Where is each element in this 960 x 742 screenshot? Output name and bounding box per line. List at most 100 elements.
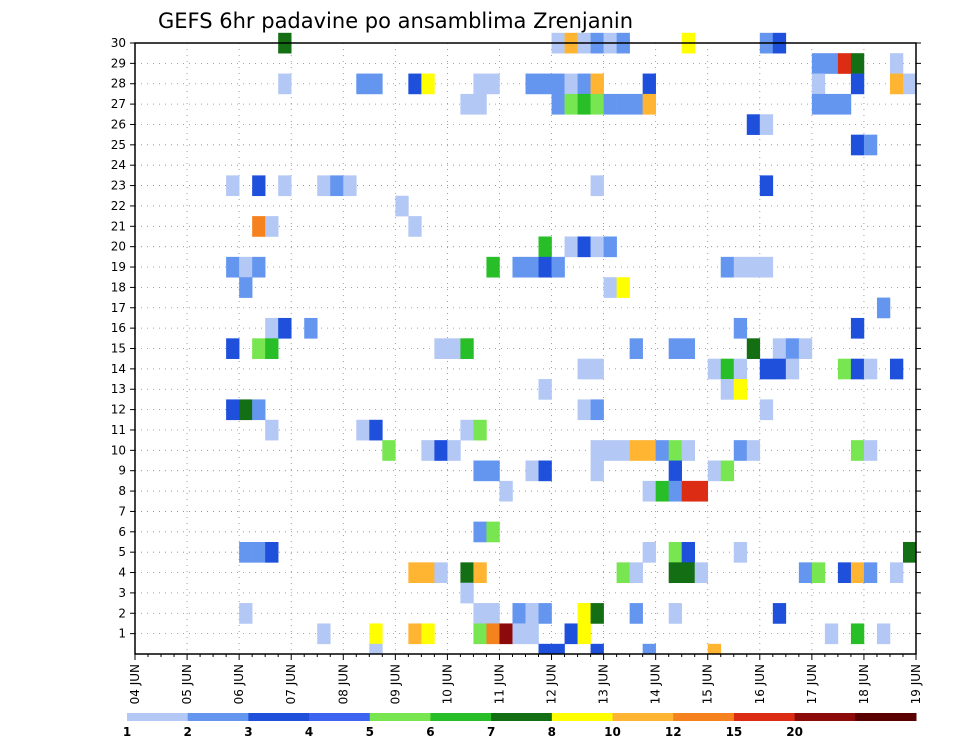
- y-tick-label: 23: [111, 179, 126, 193]
- heatmap-cell: [590, 399, 604, 421]
- heatmap-cell: [460, 338, 474, 359]
- heatmap-cell: [525, 73, 539, 95]
- colorbar-swatch: [733, 713, 796, 721]
- heatmap-cell: [265, 419, 279, 441]
- colorbar-swatch: [187, 713, 249, 721]
- heatmap-cell: [681, 541, 696, 563]
- colorbar-swatch: [551, 713, 614, 721]
- heatmap-cell: [369, 419, 383, 441]
- heatmap-cell: [629, 562, 643, 584]
- y-tick-label: 2: [118, 606, 126, 620]
- heatmap-cell: [824, 53, 839, 74]
- heatmap-cell: [421, 562, 435, 584]
- colorbar-swatch: [612, 713, 674, 721]
- heatmap-cell: [733, 541, 748, 563]
- y-tick-label: 5: [118, 545, 126, 559]
- heatmap-cell: [863, 562, 878, 584]
- heatmap-cell: [473, 460, 487, 482]
- y-tick-label: 16: [111, 321, 126, 335]
- heatmap-cell: [265, 317, 279, 339]
- heatmap-cell: [707, 358, 722, 380]
- heatmap-cell: [824, 623, 839, 645]
- heatmap-cell: [590, 643, 604, 655]
- heatmap-cell: [850, 623, 865, 645]
- x-tick-label: 06 JUN: [232, 664, 246, 704]
- heatmap-cell: [642, 480, 656, 502]
- heatmap-cell: [564, 623, 578, 645]
- heatmap-cell: [603, 236, 617, 258]
- heatmap-cell: [772, 603, 787, 624]
- heatmap-cell: [850, 73, 865, 95]
- heatmap-cell: [642, 93, 656, 115]
- y-tick-label: 18: [111, 280, 126, 294]
- heatmap-cell: [538, 236, 552, 258]
- heatmap-cell: [889, 562, 904, 584]
- heatmap-cell: [850, 440, 865, 461]
- heatmap-cell: [733, 379, 748, 400]
- heatmap-cell: [252, 541, 266, 563]
- heatmap-cell: [642, 73, 656, 95]
- heatmap-cell: [616, 277, 630, 298]
- x-tick-label: 13 JUN: [597, 664, 611, 704]
- colorbar-label: 6: [426, 725, 434, 739]
- heatmap-cell: [681, 338, 696, 359]
- heatmap-cell: [460, 93, 474, 115]
- heatmap-cell: [434, 440, 448, 461]
- heatmap-cell: [629, 440, 643, 461]
- heatmap-cell: [499, 623, 513, 645]
- heatmap-cell: [551, 643, 565, 655]
- x-tick-label: 04 JUN: [128, 664, 142, 704]
- heatmap-cell: [850, 134, 865, 156]
- heatmap-cell: [668, 460, 682, 482]
- heatmap-cell: [837, 358, 852, 380]
- heatmap-cell: [772, 358, 787, 380]
- colorbar-label: 20: [786, 725, 803, 739]
- colorbar-label: 10: [604, 725, 621, 739]
- heatmap-cell: [577, 73, 591, 95]
- heatmap-cell: [538, 460, 552, 482]
- heatmap-cell: [590, 236, 604, 258]
- y-tick-label: 30: [111, 36, 126, 50]
- heatmap-cell: [746, 256, 761, 278]
- heatmap-cell: [382, 440, 396, 461]
- heatmap-cell: [538, 73, 552, 95]
- heatmap-cell: [460, 562, 474, 584]
- heatmap-cell: [837, 53, 852, 74]
- colorbar-swatch: [127, 713, 189, 721]
- heatmap-cell: [538, 379, 552, 400]
- x-tick-label: 18 JUN: [857, 664, 871, 704]
- heatmap-cell: [733, 256, 748, 278]
- heatmap-cell: [551, 93, 565, 115]
- y-tick-label: 26: [111, 117, 126, 131]
- heatmap-cell: [694, 480, 709, 502]
- y-tick-label: 25: [111, 138, 126, 152]
- heatmap-cell: [239, 603, 253, 624]
- heatmap-cell: [746, 338, 761, 359]
- heatmap-cell: [577, 358, 591, 380]
- heatmap-cell: [512, 623, 526, 645]
- y-tick-label: 29: [111, 56, 126, 70]
- heatmap-cell: [759, 175, 774, 197]
- heatmap-cell: [876, 623, 891, 645]
- x-tick-label: 19 JUN: [909, 664, 923, 704]
- heatmap-cell: [681, 440, 696, 461]
- heatmap-cell: [317, 623, 331, 645]
- heatmap-cell: [473, 603, 487, 624]
- heatmap-cell: [252, 175, 266, 197]
- heatmap-cell: [824, 93, 839, 115]
- x-tick-label: 07 JUN: [284, 664, 298, 704]
- colorbar-label: 7: [487, 725, 495, 739]
- x-tick-label: 05 JUN: [180, 664, 194, 704]
- heatmap-cell: [434, 338, 448, 359]
- heatmap-cell: [616, 440, 630, 461]
- heatmap-cell: [369, 623, 383, 645]
- heatmap-cell: [252, 399, 266, 421]
- heatmap-cell: [460, 419, 474, 441]
- heatmap-cell: [655, 480, 669, 502]
- x-axis-ticks: 04 JUN 05 JUN 06 JUN 07 JUN 08 JUN 09 JUN 10 J…: [128, 654, 923, 704]
- heatmap-cell: [863, 134, 878, 156]
- y-tick-label: 17: [111, 301, 126, 315]
- heatmap-cell: [577, 236, 591, 258]
- heatmap-cell: [850, 562, 865, 584]
- heatmap-cell: [525, 256, 539, 278]
